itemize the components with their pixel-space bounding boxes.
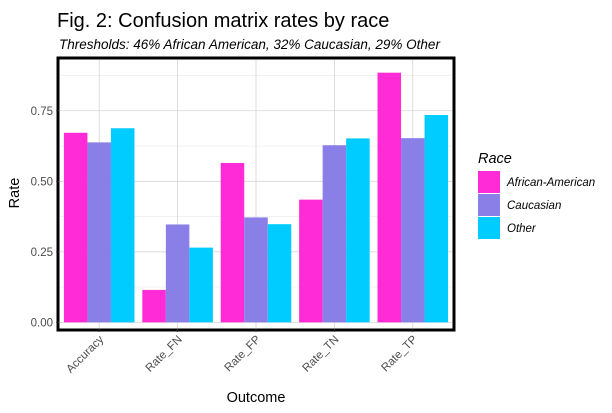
bar <box>142 289 166 323</box>
chart-subtitle: Thresholds: 46% African American, 32% Ca… <box>59 37 440 52</box>
y-tick-label: 0.00 <box>31 317 53 329</box>
legend-label: Other <box>507 223 537 235</box>
legend-label: Caucasian <box>507 200 561 212</box>
bar <box>322 145 347 323</box>
bar <box>220 162 245 323</box>
y-axis-ticks: 0.00 0.25 0.50 0.75 <box>31 106 59 329</box>
bar <box>244 217 268 323</box>
bar <box>299 199 323 323</box>
x-tick-label: Rate_FP <box>223 333 264 374</box>
x-axis-title: Outcome <box>227 390 286 406</box>
bar <box>87 142 111 323</box>
bar <box>189 247 213 323</box>
chart-title: Fig. 2: Confusion matrix rates by race <box>57 10 389 32</box>
x-tick-label: Rate_TP <box>379 333 420 374</box>
x-tick-label: Accuracy <box>64 333 106 375</box>
bar <box>424 115 449 323</box>
x-tick-label: Rate_TN <box>300 334 341 375</box>
bar <box>401 138 425 323</box>
legend: Race African-American Caucasian Other <box>478 151 595 239</box>
legend-title: Race <box>478 151 512 167</box>
legend-swatch <box>478 217 500 239</box>
bar <box>267 224 292 323</box>
legend-swatch <box>478 171 500 193</box>
y-tick-label: 0.75 <box>31 106 53 118</box>
bar <box>110 128 135 323</box>
bar <box>377 72 402 323</box>
bars <box>63 72 449 323</box>
y-axis-title: Rate <box>7 178 23 209</box>
legend-label: African-American <box>506 177 595 189</box>
x-tick-label: Rate_FN <box>144 334 185 375</box>
bar <box>346 138 370 323</box>
bar <box>63 132 88 323</box>
x-axis-ticks: Accuracy Rate_FN Rate_FP Rate_TN Rate_TP <box>64 329 420 376</box>
bar <box>165 224 190 323</box>
y-tick-label: 0.25 <box>31 247 53 259</box>
y-tick-label: 0.50 <box>31 176 53 188</box>
legend-swatch <box>478 194 500 216</box>
